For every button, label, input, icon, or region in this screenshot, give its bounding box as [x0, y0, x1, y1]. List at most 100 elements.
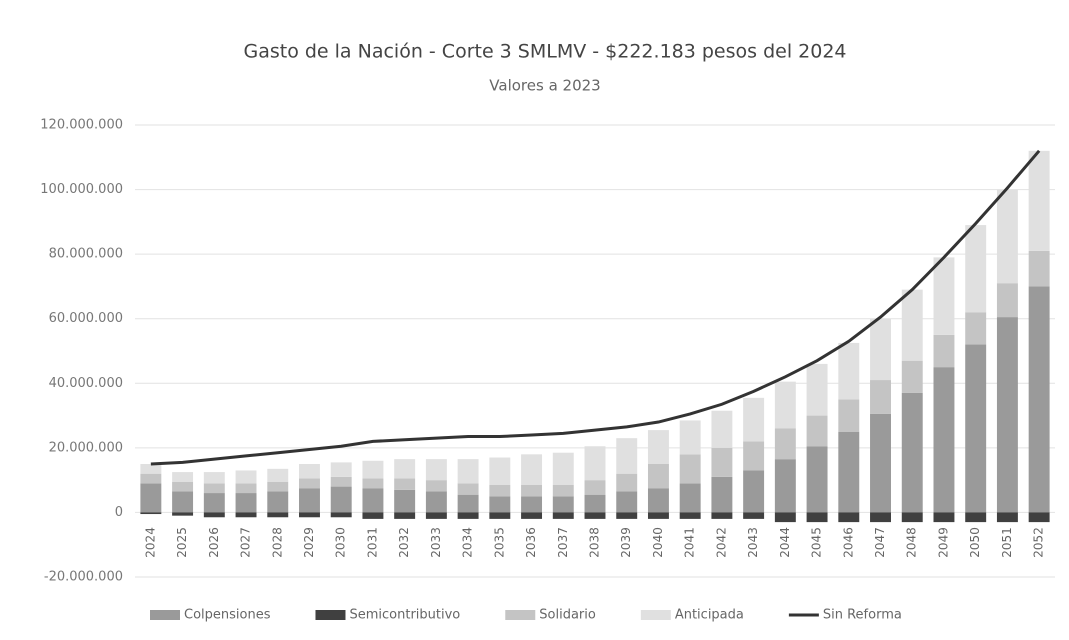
- bar-segment: [647, 488, 669, 513]
- legend-label: Anticipada: [675, 608, 744, 623]
- bar-segment: [584, 494, 606, 513]
- legend-marker: [150, 610, 180, 620]
- x-tick-label: 2047: [873, 527, 887, 558]
- bar-segment: [235, 512, 257, 518]
- bar-segment: [299, 464, 320, 479]
- bar-segment: [299, 488, 320, 513]
- bar-segment: [489, 496, 511, 513]
- bar-segment: [870, 318, 891, 381]
- bar-segment: [1028, 250, 1050, 287]
- bar-segment: [172, 481, 194, 492]
- bar-segment: [965, 225, 987, 313]
- bar-segment: [267, 468, 289, 482]
- x-tick-label: 2036: [524, 527, 538, 558]
- x-tick-label: 2045: [810, 527, 824, 558]
- bar-segment: [901, 289, 923, 361]
- bar-segment: [965, 512, 987, 523]
- bar-segment: [203, 472, 225, 484]
- bar-segment: [711, 476, 733, 513]
- y-tick-label: 60.000.000: [49, 311, 123, 326]
- bar-segment: [584, 512, 606, 519]
- bar-segment: [996, 512, 1018, 523]
- chart-subtitle: Valores a 2023: [489, 77, 600, 95]
- x-tick-label: 2027: [239, 527, 253, 558]
- bar-segment: [743, 512, 765, 519]
- bar-segment: [774, 428, 796, 460]
- x-tick-label: 2030: [334, 527, 348, 558]
- bar-segment: [235, 470, 257, 484]
- bar-segment: [362, 488, 384, 513]
- y-tick-label: 40.000.000: [49, 376, 123, 391]
- bar-segment: [362, 478, 384, 489]
- bar-segment: [140, 512, 162, 515]
- bar-segment: [870, 380, 891, 414]
- bar-segment: [1028, 286, 1050, 513]
- bar-segment: [870, 512, 891, 523]
- x-tick-label: 2041: [683, 527, 697, 558]
- bar-segment: [711, 512, 733, 519]
- bar-segment: [425, 491, 447, 513]
- bar-segment: [457, 494, 479, 513]
- bar-segment: [172, 472, 194, 482]
- bar-segment: [489, 457, 511, 485]
- bar-segment: [521, 512, 543, 519]
- bar-segment: [235, 483, 257, 494]
- bar-segment: [711, 410, 733, 448]
- bar-segment: [394, 489, 416, 513]
- y-tick-label: -20.000.000: [44, 570, 123, 585]
- x-tick-label: 2052: [1032, 527, 1046, 558]
- bar-segment: [838, 431, 860, 513]
- bar-segment: [965, 344, 987, 513]
- bar-segment: [552, 452, 574, 485]
- x-tick-label: 2033: [429, 527, 443, 558]
- legend-label: Solidario: [539, 608, 596, 623]
- x-tick-label: 2031: [365, 527, 379, 558]
- bar-segment: [774, 381, 796, 429]
- bar-segment: [489, 484, 511, 497]
- bar-segment: [521, 484, 543, 497]
- x-tick-label: 2037: [556, 527, 570, 558]
- bar-segment: [425, 480, 447, 492]
- bar-segment: [425, 512, 447, 519]
- legend-label: Sin Reforma: [823, 608, 902, 623]
- bar-segment: [394, 459, 416, 479]
- bar-segment: [933, 257, 955, 335]
- x-tick-label: 2025: [175, 527, 189, 558]
- x-tick-label: 2048: [905, 527, 919, 558]
- bar-segment: [552, 484, 574, 497]
- x-tick-label: 2046: [841, 527, 855, 558]
- bar-segment: [743, 441, 765, 471]
- bar-segment: [838, 399, 860, 432]
- bar-segment: [679, 483, 701, 513]
- bar-segment: [457, 483, 479, 495]
- bar-segment: [203, 483, 225, 494]
- bar-segment: [457, 459, 479, 484]
- bar-segment: [521, 496, 543, 513]
- x-tick-label: 2035: [492, 527, 506, 558]
- y-tick-label: 80.000.000: [49, 247, 123, 262]
- x-tick-label: 2044: [778, 527, 792, 558]
- bar-segment: [743, 397, 765, 442]
- bar-segment: [774, 459, 796, 513]
- bar-segment: [299, 478, 320, 489]
- bar-segment: [584, 480, 606, 495]
- bar-segment: [743, 470, 765, 513]
- bar-segment: [457, 512, 479, 519]
- x-tick-label: 2032: [397, 527, 411, 558]
- x-tick-label: 2043: [746, 527, 760, 558]
- bar-segment: [679, 512, 701, 519]
- bar-segment: [140, 464, 162, 474]
- bar-segment: [299, 512, 320, 518]
- bar-segment: [996, 317, 1018, 513]
- bar-segment: [1028, 512, 1050, 523]
- bar-segment: [362, 512, 384, 519]
- x-tick-label: 2050: [968, 527, 982, 558]
- bar-segment: [933, 512, 955, 523]
- x-tick-label: 2049: [936, 527, 950, 558]
- bar-segment: [806, 415, 828, 447]
- bar-segment: [901, 392, 923, 513]
- bar-segment: [647, 430, 669, 464]
- bar-segment: [616, 491, 638, 513]
- x-tick-label: 2024: [143, 527, 157, 558]
- bar-segment: [172, 512, 194, 516]
